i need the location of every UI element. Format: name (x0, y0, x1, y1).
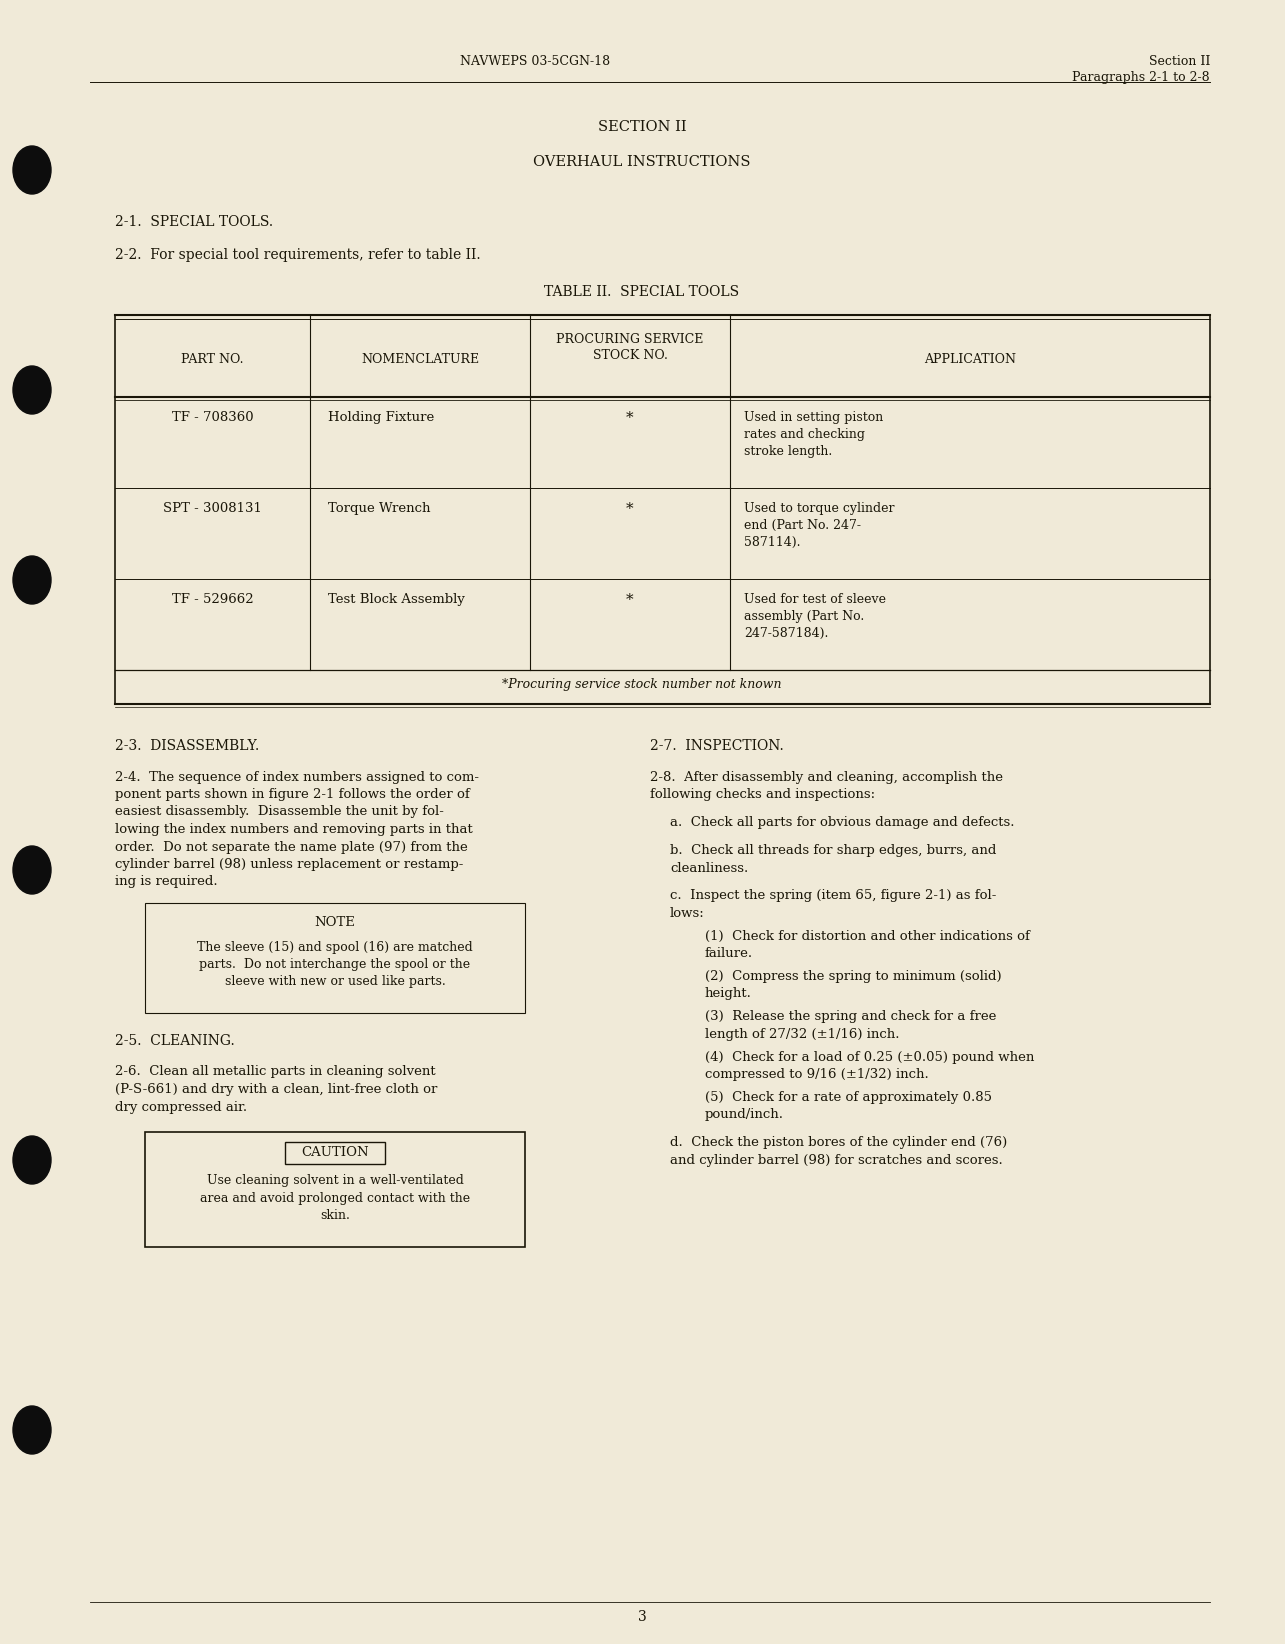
Text: assembly (Part No.: assembly (Part No. (744, 610, 865, 623)
Text: APPLICATION: APPLICATION (924, 353, 1016, 367)
Text: PART NO.: PART NO. (181, 353, 244, 367)
Text: NOMENCLATURE: NOMENCLATURE (361, 353, 479, 367)
Bar (145, 904, 526, 1013)
Text: cylinder barrel (98) unless replacement or restamp-: cylinder barrel (98) unless replacement … (114, 858, 464, 871)
Text: SECTION II: SECTION II (598, 120, 686, 135)
Text: lows:: lows: (669, 907, 704, 921)
Text: *: * (626, 593, 634, 607)
Text: stroke length.: stroke length. (744, 446, 833, 459)
Bar (145, 1133, 526, 1246)
Text: SPT - 3008131: SPT - 3008131 (163, 501, 262, 515)
Text: 2-1.  SPECIAL TOOLS.: 2-1. SPECIAL TOOLS. (114, 215, 274, 229)
Text: following checks and inspections:: following checks and inspections: (650, 787, 875, 801)
Text: 247-587184).: 247-587184). (744, 626, 829, 640)
Text: NAVWEPS 03-5CGN-18: NAVWEPS 03-5CGN-18 (460, 54, 610, 67)
Text: c.  Inspect the spring (item 65, figure 2-1) as fol-: c. Inspect the spring (item 65, figure 2… (669, 889, 996, 903)
Text: length of 27/32 (±1/16) inch.: length of 27/32 (±1/16) inch. (705, 1028, 899, 1041)
Text: CAUTION: CAUTION (301, 1146, 369, 1159)
Text: Used for test of sleeve: Used for test of sleeve (744, 593, 885, 607)
Text: area and avoid prolonged contact with the: area and avoid prolonged contact with th… (200, 1192, 470, 1205)
Bar (285, 1143, 385, 1164)
Text: b.  Check all threads for sharp edges, burrs, and: b. Check all threads for sharp edges, bu… (669, 843, 996, 857)
Text: skin.: skin. (320, 1210, 350, 1221)
Text: ponent parts shown in figure 2-1 follows the order of: ponent parts shown in figure 2-1 follows… (114, 787, 470, 801)
Text: 2-4.  The sequence of index numbers assigned to com-: 2-4. The sequence of index numbers assig… (114, 771, 479, 784)
Text: compressed to 9/16 (±1/32) inch.: compressed to 9/16 (±1/32) inch. (705, 1069, 929, 1082)
Text: 2-7.  INSPECTION.: 2-7. INSPECTION. (650, 740, 784, 753)
Text: *: * (626, 501, 634, 516)
Text: 587114).: 587114). (744, 536, 801, 549)
Ellipse shape (13, 367, 51, 414)
Text: ing is required.: ing is required. (114, 876, 217, 888)
Text: (1)  Check for distortion and other indications of: (1) Check for distortion and other indic… (705, 931, 1029, 942)
Text: TABLE II.  SPECIAL TOOLS: TABLE II. SPECIAL TOOLS (545, 284, 740, 299)
Text: rates and checking: rates and checking (744, 427, 865, 441)
Text: Used to torque cylinder: Used to torque cylinder (744, 501, 894, 515)
Text: height.: height. (705, 988, 752, 1001)
Text: d.  Check the piston bores of the cylinder end (76): d. Check the piston bores of the cylinde… (669, 1136, 1007, 1149)
Text: TF - 529662: TF - 529662 (172, 593, 253, 607)
Text: The sleeve (15) and spool (16) are matched: The sleeve (15) and spool (16) are match… (197, 940, 473, 954)
Text: (5)  Check for a rate of approximately 0.85: (5) Check for a rate of approximately 0.… (705, 1090, 992, 1103)
Ellipse shape (13, 146, 51, 194)
Text: 2-8.  After disassembly and cleaning, accomplish the: 2-8. After disassembly and cleaning, acc… (650, 771, 1004, 784)
Text: *: * (626, 411, 634, 426)
Text: (3)  Release the spring and check for a free: (3) Release the spring and check for a f… (705, 1011, 996, 1023)
Text: 2-3.  DISASSEMBLY.: 2-3. DISASSEMBLY. (114, 740, 260, 753)
Text: STOCK NO.: STOCK NO. (592, 349, 667, 362)
Text: 2-2.  For special tool requirements, refer to table II.: 2-2. For special tool requirements, refe… (114, 248, 481, 261)
Text: OVERHAUL INSTRUCTIONS: OVERHAUL INSTRUCTIONS (533, 155, 750, 169)
Ellipse shape (13, 1406, 51, 1453)
Text: Use cleaning solvent in a well-ventilated: Use cleaning solvent in a well-ventilate… (207, 1174, 464, 1187)
Text: end (Part No. 247-: end (Part No. 247- (744, 520, 861, 533)
Text: sleeve with new or used like parts.: sleeve with new or used like parts. (225, 975, 446, 988)
Text: TF - 708360: TF - 708360 (172, 411, 253, 424)
Text: failure.: failure. (705, 947, 753, 960)
Ellipse shape (13, 1136, 51, 1184)
Text: (4)  Check for a load of 0.25 (±0.05) pound when: (4) Check for a load of 0.25 (±0.05) pou… (705, 1051, 1034, 1064)
Text: Paragraphs 2-1 to 2-8: Paragraphs 2-1 to 2-8 (1073, 71, 1210, 84)
Text: dry compressed air.: dry compressed air. (114, 1100, 247, 1113)
Text: (P-S-661) and dry with a clean, lint-free cloth or: (P-S-661) and dry with a clean, lint-fre… (114, 1083, 437, 1097)
Text: (2)  Compress the spring to minimum (solid): (2) Compress the spring to minimum (soli… (705, 970, 1001, 983)
Text: *Procuring service stock number not known: *Procuring service stock number not know… (502, 677, 781, 690)
Text: cleanliness.: cleanliness. (669, 861, 748, 875)
Text: PROCURING SERVICE: PROCURING SERVICE (556, 334, 704, 345)
Text: Used in setting piston: Used in setting piston (744, 411, 883, 424)
Ellipse shape (13, 847, 51, 894)
Text: easiest disassembly.  Disassemble the unit by fol-: easiest disassembly. Disassemble the uni… (114, 806, 443, 819)
Text: Torque Wrench: Torque Wrench (328, 501, 430, 515)
Text: order.  Do not separate the name plate (97) from the: order. Do not separate the name plate (9… (114, 840, 468, 853)
Text: 2-5.  CLEANING.: 2-5. CLEANING. (114, 1034, 235, 1047)
Text: NOTE: NOTE (315, 916, 356, 929)
Text: Test Block Assembly: Test Block Assembly (328, 593, 465, 607)
Text: lowing the index numbers and removing parts in that: lowing the index numbers and removing pa… (114, 824, 473, 837)
Text: a.  Check all parts for obvious damage and defects.: a. Check all parts for obvious damage an… (669, 815, 1014, 829)
Text: Holding Fixture: Holding Fixture (328, 411, 434, 424)
Text: 3: 3 (637, 1609, 646, 1624)
Text: and cylinder barrel (98) for scratches and scores.: and cylinder barrel (98) for scratches a… (669, 1154, 1002, 1167)
Text: Section II: Section II (1149, 54, 1210, 67)
Text: pound/inch.: pound/inch. (705, 1108, 784, 1121)
Text: 2-6.  Clean all metallic parts in cleaning solvent: 2-6. Clean all metallic parts in cleanin… (114, 1065, 436, 1078)
Text: parts.  Do not interchange the spool or the: parts. Do not interchange the spool or t… (199, 958, 470, 972)
Ellipse shape (13, 556, 51, 603)
